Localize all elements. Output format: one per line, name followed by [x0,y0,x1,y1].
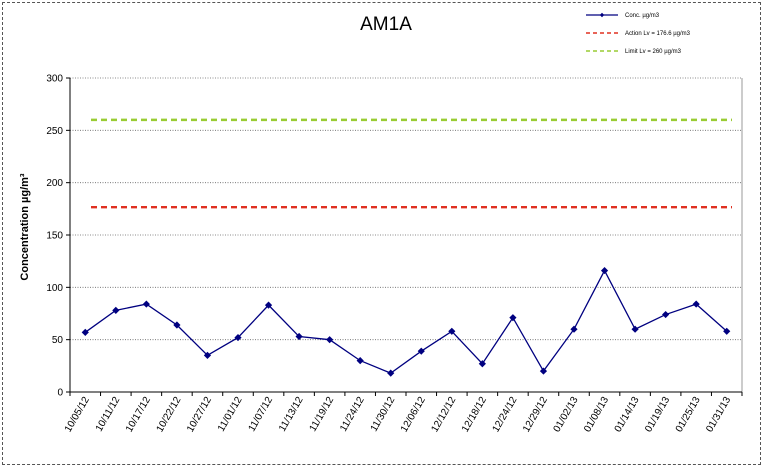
axes [66,77,743,396]
legend: Conc. µg/m3 Action Lv = 176.6 µg/m3 Limit … [586,12,691,55]
data-point [203,351,212,359]
x-tick-label: 12/29/12 [521,395,550,435]
x-tick-label: 01/31/13 [704,395,733,435]
data-point [662,310,670,319]
data-point [326,336,334,344]
data-point [570,325,578,333]
y-tick-label: 250 [46,126,63,137]
y-tick-label: 0 [57,388,63,399]
data-series [81,266,731,377]
data-point [295,332,303,341]
x-tick-label: 01/14/13 [613,395,642,435]
reference-lines [91,118,732,209]
chart-frame: AM1A 0 50 100 150 200 250 300 10/05/12 10/11/12… [2,2,761,465]
x-tick-label: 11/19/12 [308,395,337,434]
y-tick-label: 100 [46,283,63,294]
x-tick-label: 12/12/12 [429,395,458,435]
data-point [112,306,120,314]
data-point [478,360,486,368]
chart-title: AM1A [360,14,412,35]
data-point [692,300,700,308]
data-point [631,325,639,333]
y-tick-labels: 0 50 100 150 200 250 300 [46,74,63,399]
x-tick-label: 11/07/12 [247,395,276,434]
chart: AM1A 0 50 100 150 200 250 300 10/05/12 10/11/12… [19,12,743,435]
x-tick-label: 10/27/12 [185,395,214,435]
data-point [142,300,150,308]
y-tick-label: 200 [46,178,63,189]
data-point [234,333,242,342]
x-tick-label: 01/19/13 [643,395,672,435]
data-point [81,328,89,336]
x-tick-label: 12/18/12 [460,395,489,435]
legend-label: Conc. µg/m3 [625,13,660,19]
x-tick-label: 11/01/12 [216,395,245,434]
data-point [356,357,364,365]
x-tick-label: 11/13/12 [277,395,306,434]
x-tick-label: 11/24/12 [338,395,367,434]
x-tick-label: 10/17/12 [124,395,153,435]
data-point [539,367,548,375]
data-point [448,327,456,335]
data-point [509,314,517,322]
y-axis-title: Concentration µg/m³ [19,173,31,281]
data-point [387,369,395,377]
data-point [264,301,273,309]
x-tick-label: 12/06/12 [399,395,428,435]
data-point [417,347,425,355]
x-tick-label: 11/30/12 [369,395,398,434]
data-point [600,266,609,275]
y-tick-label: 50 [52,335,64,346]
legend-marker [599,12,605,18]
x-tick-labels: 10/05/12 10/11/12 10/17/12 10/22/12 10/27/12… [63,395,734,435]
grid [70,77,742,341]
legend-label: Action Lv = 176.6 µg/m3 [625,31,691,37]
x-tick-label: 01/25/13 [674,395,703,435]
x-tick-label: 01/08/13 [582,395,611,435]
x-tick-label: 10/11/12 [94,395,123,434]
x-tick-label: 10/05/12 [63,395,92,435]
data-point [723,327,731,335]
y-tick-label: 150 [46,231,63,242]
y-tick-label: 300 [46,74,63,85]
legend-label: Limit Lv = 260 µg/m3 [625,49,682,55]
x-tick-label: 10/22/12 [155,395,184,435]
data-point [173,321,181,329]
x-tick-label: 12/24/12 [491,395,520,435]
x-tick-label: 01/02/13 [552,395,581,435]
series-line [84,269,728,374]
